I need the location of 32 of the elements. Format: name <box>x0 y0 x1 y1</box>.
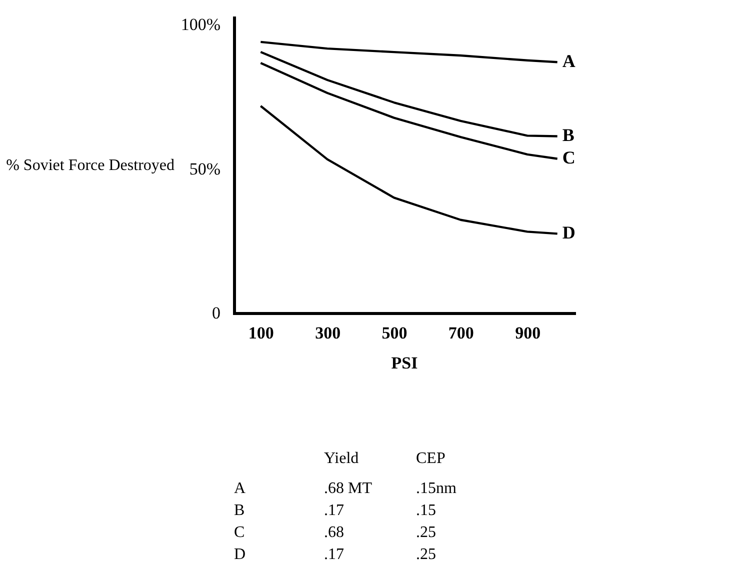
line-series <box>260 104 558 235</box>
series-label: B <box>562 125 574 146</box>
text: .68 <box>324 524 344 541</box>
line-series <box>260 62 558 160</box>
series-label: C <box>562 148 576 168</box>
y-tick-label: 0 <box>212 304 220 322</box>
text: A <box>234 480 246 497</box>
line-series <box>260 40 558 64</box>
series-label: A <box>562 51 576 72</box>
x-tick-label: 700 <box>448 324 474 342</box>
text: .68 MT <box>324 480 372 497</box>
y-axis-title: % Soviet Force Destroyed <box>6 157 174 174</box>
text: .17 <box>324 502 344 519</box>
text: .25 <box>416 546 436 563</box>
text: B <box>234 502 245 519</box>
text: D <box>234 546 246 563</box>
text: Yield <box>324 450 359 467</box>
y-tick-label: 100% <box>180 15 220 34</box>
y-tick-label: 50% <box>189 159 220 178</box>
x-tick-label: 500 <box>382 324 408 342</box>
x-tick-label: 900 <box>515 324 541 342</box>
text: C <box>234 524 245 541</box>
x-axis-title: PSI <box>391 354 418 372</box>
text: .17 <box>324 546 344 563</box>
text: .15 <box>416 502 436 519</box>
text: .15nm <box>416 480 457 497</box>
text: CEP <box>416 450 446 467</box>
text: .25 <box>416 524 436 541</box>
x-tick-label: 300 <box>315 324 341 342</box>
line-series <box>260 50 558 138</box>
x-tick-label: 100 <box>248 324 274 342</box>
series-label: D <box>562 222 576 243</box>
